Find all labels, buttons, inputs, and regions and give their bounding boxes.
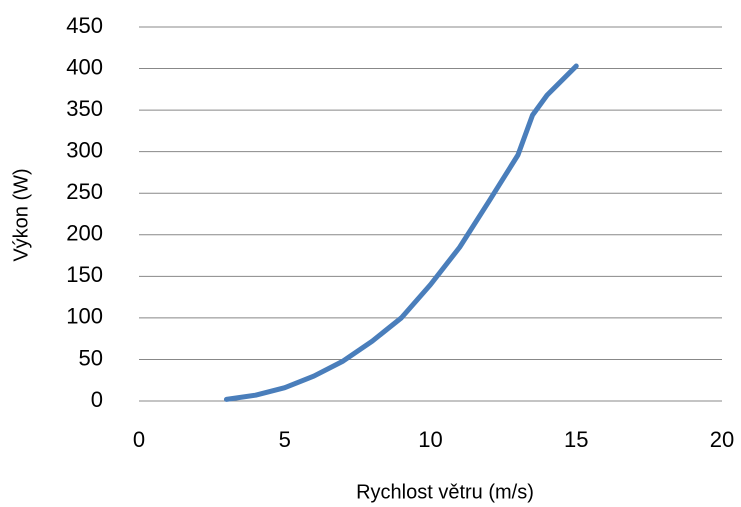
y-tick-label: 400 (66, 54, 103, 79)
x-tick-label: 15 (564, 427, 588, 452)
y-tick-label: 200 (66, 221, 103, 246)
data-line (223, 63, 579, 402)
x-tick-label: 5 (279, 427, 291, 452)
y-tick-label: 150 (66, 262, 103, 287)
y-tick-label: 50 (79, 345, 103, 370)
y-tick-label: 250 (66, 179, 103, 204)
y-tick-label: 0 (91, 387, 103, 412)
y-tick-label: 300 (66, 137, 103, 162)
y-tick-label: 100 (66, 304, 103, 329)
x-tick-label: 20 (710, 427, 734, 452)
x-axis-label: Rychlost větru (m/s) (356, 481, 534, 503)
y-tick-label: 350 (66, 96, 103, 121)
x-tick-label: 10 (418, 427, 442, 452)
y-tick-label: 450 (66, 13, 103, 38)
y-axis-label: Výkon (W) (10, 168, 32, 261)
x-tick-label: 0 (133, 427, 145, 452)
